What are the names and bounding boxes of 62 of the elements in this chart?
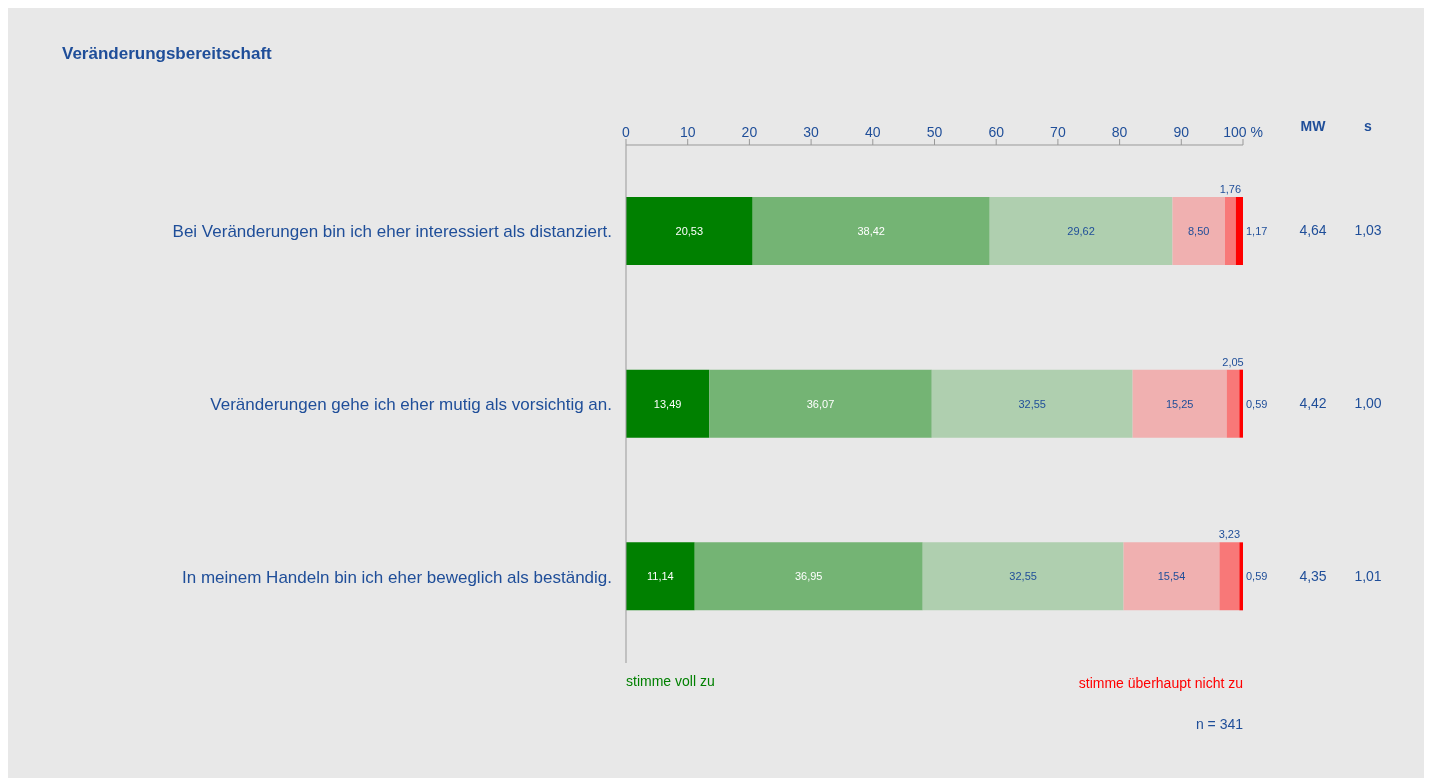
y-tick-label: Veränderungen gehe ich eher mutig als vorsichtig an. (210, 395, 612, 415)
data-label: 3,23 (1218, 528, 1241, 541)
data-label: 36,95 (794, 570, 823, 583)
data-label: 15,54 (1157, 570, 1186, 583)
bar (1226, 369, 1240, 438)
bar (1239, 369, 1243, 438)
text: MW (1299, 118, 1327, 134)
x-tick-label: 20 (741, 124, 758, 140)
bar (694, 542, 923, 611)
text: stimme voll zu (626, 673, 715, 689)
y-tick-label: In meinem Handeln bin ich eher beweglich als beständig. (182, 567, 612, 587)
x-tick-label: 60 (988, 124, 1005, 140)
data-label: 15,25 (1165, 397, 1194, 410)
x-tick-label: 70 (1050, 124, 1066, 140)
x-tick-label: 30 (803, 124, 820, 140)
data-label: 0,59 (1246, 570, 1268, 583)
x-tick-label: 40 (865, 124, 881, 140)
text: 4,35 (1298, 567, 1328, 584)
bar (1123, 542, 1220, 611)
text: 1,03 (1353, 222, 1383, 239)
bar (1219, 542, 1240, 611)
data-label: 1,76 (1219, 183, 1242, 195)
data-label: 36,07 (806, 397, 835, 410)
bar (752, 197, 990, 265)
data-label: 11,14 (647, 570, 674, 583)
data-label: 1,17 (1246, 225, 1268, 237)
bar (1172, 197, 1225, 265)
bar (1224, 197, 1236, 265)
bar (1239, 542, 1243, 611)
bar (989, 197, 1173, 265)
text: 4,64 (1298, 222, 1328, 239)
bar (922, 542, 1124, 611)
data-label: 2,05 (1222, 355, 1244, 368)
x-tick-label: 100 % (1223, 124, 1263, 140)
bar (626, 369, 710, 438)
text: n = 341 (1194, 716, 1243, 732)
data-label: 20,53 (675, 225, 704, 237)
x-tick-label: 50 (926, 124, 943, 140)
data-label: 38,42 (857, 225, 885, 237)
x-tick-label: 90 (1173, 124, 1190, 140)
text: 4,42 (1298, 395, 1328, 411)
bar (626, 197, 753, 265)
bar (931, 369, 1133, 438)
text: 1,01 (1353, 567, 1383, 584)
data-label: 0,59 (1246, 397, 1268, 410)
x-tick-label: 80 (1111, 124, 1128, 140)
data-label: 8,50 (1187, 225, 1210, 237)
bar (1235, 197, 1243, 265)
data-label: 13,49 (653, 397, 682, 410)
bar (1132, 369, 1227, 438)
x-tick-label: 10 (679, 124, 696, 140)
data-label: 32,55 (1009, 570, 1037, 583)
bar (626, 542, 695, 611)
x-tick-label: 0 (622, 124, 631, 140)
y-tick-label: Bei Veränderungen bin ich eher interessiert als distanziert. (172, 222, 612, 242)
data-label: 29,62 (1067, 225, 1095, 237)
text: s (1363, 118, 1373, 134)
text: Veränderungsbereitschaft (62, 44, 272, 64)
bar (709, 369, 932, 438)
text: 1,00 (1353, 395, 1383, 411)
data-label: 32,55 (1018, 397, 1046, 410)
text: stimme überhaupt nicht zu (1077, 675, 1243, 691)
